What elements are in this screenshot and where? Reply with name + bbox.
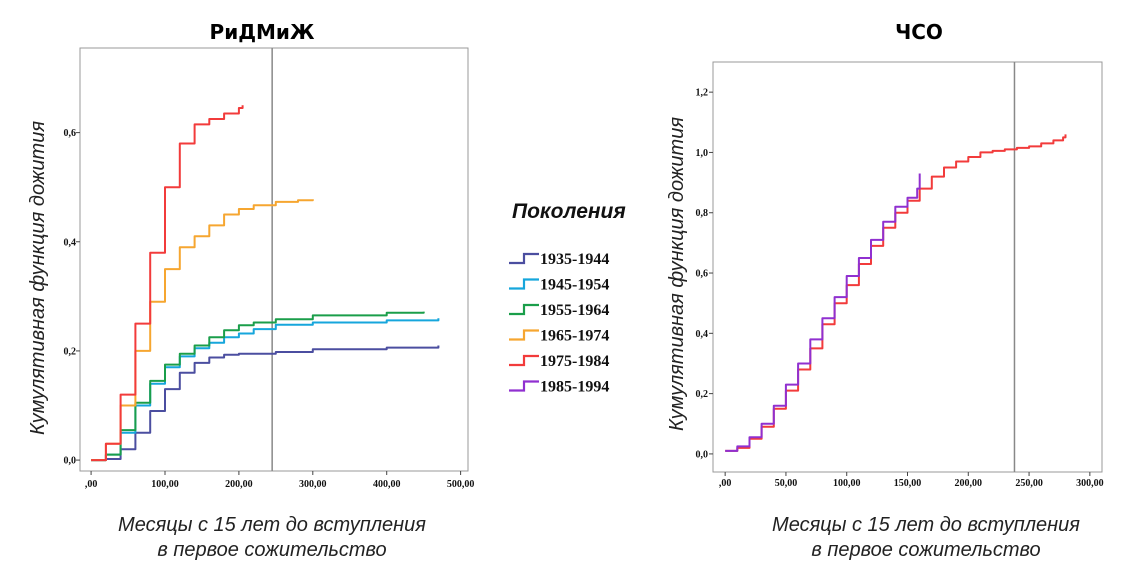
chart-cso: ЧСО ,00 50,00 100,00 150,00 200,00 250,00 300,… [666,20,1104,561]
x-tick-label: 500,00 [447,479,475,490]
legend-title: Поколения [512,200,626,223]
chart-ridmizh: РиДМиЖ ,00 100,00 200,00 300,00 400,00 500,00… [27,20,474,561]
legend-swatch-1955-1964 [509,303,539,316]
x-tick-label: 100,00 [833,478,861,489]
legend-label: 1935-1944 [540,251,609,268]
chart-title-left: РиДМиЖ [210,20,315,44]
y-tick-label: 0,0 [696,449,709,460]
x-axis-label-left-line1: Месяцы с 15 лет до вступления [118,514,426,536]
x-axis-label-right-line2: в первое сожительство [811,539,1040,561]
x-tick-label: 150,00 [894,478,922,489]
y-tick-label: 1,0 [696,148,709,159]
series-line-1975-1984 [91,105,244,462]
legend-swatch-1935-1944 [509,252,539,265]
y-tick-label: 0,2 [696,389,709,400]
series-line-1935-1944 [91,345,440,462]
x-tick-label: 400,00 [373,479,401,490]
x-tick-label: 50,00 [775,478,798,489]
x-tick-label: 200,00 [225,479,253,490]
x-axis-label-left-line2: в первое сожительство [157,539,386,561]
legend: Поколения 1935-1944 1945-1954 1955-1964 196… [509,200,626,396]
legend-swatch-1975-1984 [509,354,539,367]
legend-label: 1965-1974 [540,328,609,345]
legend-label: 1985-1994 [540,379,609,396]
legend-label: 1975-1984 [540,353,609,370]
y-tick-label: 1,2 [696,88,709,99]
y-tick-label: 0,2 [64,346,77,357]
plot-frame-left [79,47,469,472]
legend-label: 1945-1954 [540,277,609,294]
legend-swatch-1945-1954 [509,278,539,290]
chart-title-right: ЧСО [895,20,943,44]
y-axis-label-left: Кумулятивная функция дожития [27,121,49,435]
x-axis-label-right-line1: Месяцы с 15 лет до вступления [772,514,1080,536]
y-tick-label: 0,8 [696,208,709,219]
legend-swatch-1985-1994 [509,380,539,392]
x-tick-label: 250,00 [1015,478,1043,489]
y-tick-label: 0,4 [64,237,77,248]
y-tick-label: 0,6 [696,269,709,280]
x-tick-label: ,00 [85,479,98,490]
series-line-1985-1994 [725,173,921,452]
x-tick-label: 200,00 [955,478,983,489]
legend-swatch-1965-1974 [509,329,539,341]
x-tick-label: 100,00 [151,479,179,490]
y-axis-label-right: Кумулятивная функция дожития [666,117,688,431]
x-tick-label: ,00 [719,478,732,489]
series-line-1965-1974 [91,199,314,462]
legend-label: 1955-1964 [540,302,609,319]
series-line-1945-1954 [91,318,440,462]
x-tick-label: 300,00 [299,479,327,490]
y-tick-label: 0,4 [696,329,709,340]
plot-frame-right [712,61,1103,473]
y-tick-label: 0,6 [64,128,77,139]
y-tick-label: 0,0 [64,456,77,467]
series-line-1955-1964 [91,311,425,462]
x-tick-label: 300,00 [1076,478,1104,489]
